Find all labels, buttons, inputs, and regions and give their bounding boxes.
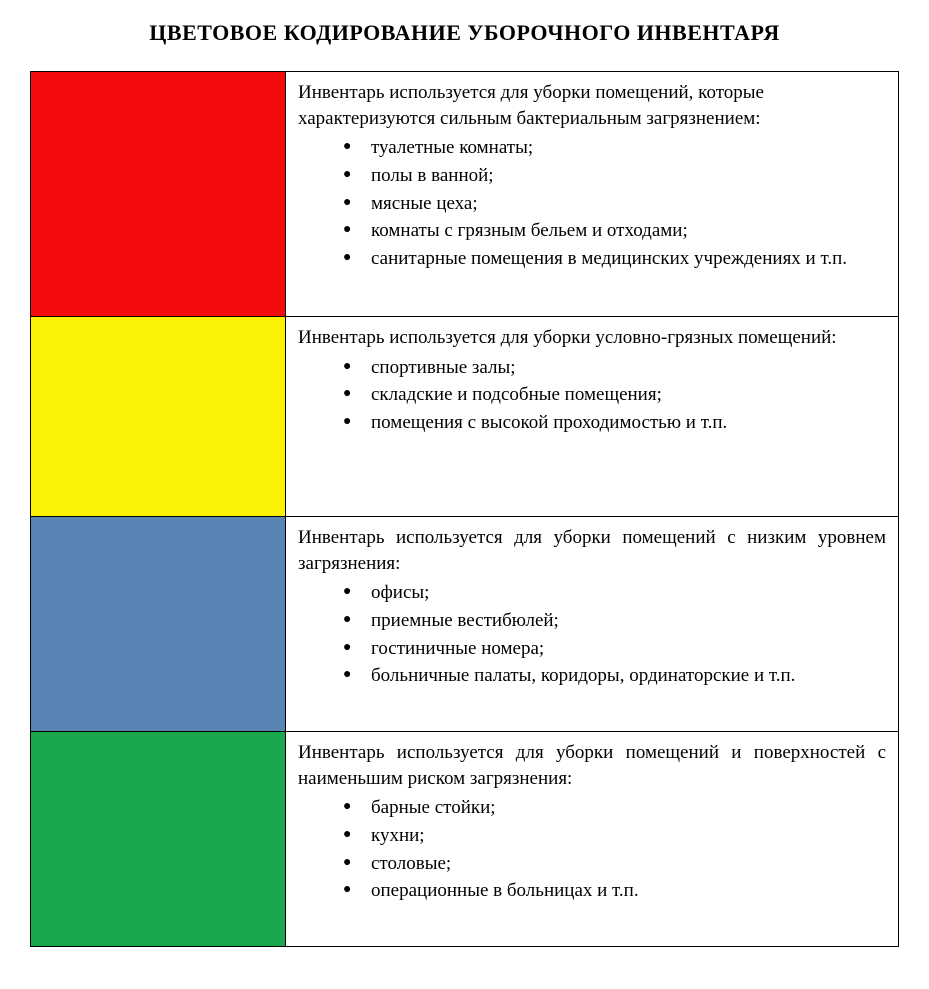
list-item: спортивные залы;	[343, 355, 886, 381]
list-item: санитарные помещения в медицинских учреж…	[343, 246, 886, 272]
description-cell: Инвентарь используется для уборки помеще…	[286, 732, 899, 947]
item-list: барные стойки;кухни;столовые;операционны…	[298, 795, 886, 904]
color-coding-table: Инвентарь используется для уборки помеще…	[30, 71, 899, 947]
item-list: офисы;приемные вестибюлей;гостиничные но…	[298, 580, 886, 689]
list-item: комнаты с грязным бельем и отходами;	[343, 218, 886, 244]
item-list: туалетные комнаты;полы в ванной;мясные ц…	[298, 135, 886, 271]
page-title: ЦВЕТОВОЕ КОДИРОВАНИЕ УБОРОЧНОГО ИНВЕНТАР…	[30, 20, 899, 46]
color-swatch	[31, 732, 286, 947]
item-list: спортивные залы;складские и подсобные по…	[298, 355, 886, 436]
description-cell: Инвентарь используется для уборки помеще…	[286, 517, 899, 732]
list-item: кухни;	[343, 823, 886, 849]
description-cell: Инвентарь используется для уборки условн…	[286, 317, 899, 517]
list-item: приемные вестибюлей;	[343, 608, 886, 634]
list-item: операционные в больницах и т.п.	[343, 878, 886, 904]
table-body: Инвентарь используется для уборки помеще…	[31, 72, 899, 947]
intro-text: Инвентарь используется для уборки помеще…	[298, 80, 886, 131]
list-item: помещения с высокой проходимостью и т.п.	[343, 410, 886, 436]
table-row: Инвентарь используется для уборки помеще…	[31, 732, 899, 947]
list-item: полы в ванной;	[343, 163, 886, 189]
list-item: столовые;	[343, 851, 886, 877]
table-row: Инвентарь используется для уборки помеще…	[31, 72, 899, 317]
color-swatch	[31, 517, 286, 732]
list-item: складские и подсобные помещения;	[343, 382, 886, 408]
list-item: больничные палаты, коридоры, ординаторск…	[343, 663, 886, 689]
color-swatch	[31, 317, 286, 517]
list-item: гостиничные номера;	[343, 636, 886, 662]
list-item: барные стойки;	[343, 795, 886, 821]
description-cell: Инвентарь используется для уборки помеще…	[286, 72, 899, 317]
table-row: Инвентарь используется для уборки помеще…	[31, 517, 899, 732]
list-item: офисы;	[343, 580, 886, 606]
color-swatch	[31, 72, 286, 317]
list-item: туалетные комнаты;	[343, 135, 886, 161]
intro-text: Инвентарь используется для уборки помеще…	[298, 740, 886, 791]
list-item: мясные цеха;	[343, 191, 886, 217]
intro-text: Инвентарь используется для уборки помеще…	[298, 525, 886, 576]
table-row: Инвентарь используется для уборки условн…	[31, 317, 899, 517]
intro-text: Инвентарь используется для уборки условн…	[298, 325, 886, 351]
